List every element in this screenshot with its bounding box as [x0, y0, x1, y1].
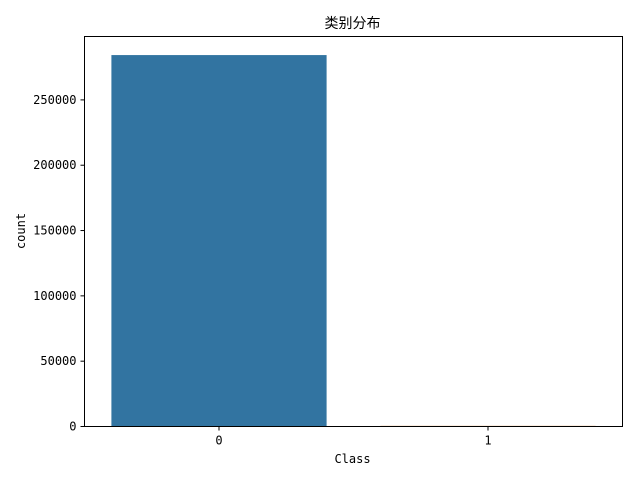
chart-title: 类别分布 — [325, 16, 381, 32]
ticks-layer: 0 1 0 50000 100000 150000 200000 250000 — [33, 93, 491, 448]
x-tick-label: 1 — [484, 434, 491, 448]
y-tick-label: 50000 — [40, 354, 76, 368]
y-tick-label: 250000 — [33, 93, 76, 107]
y-tick-label: 150000 — [33, 224, 76, 238]
x-axis-label: Class — [334, 452, 370, 466]
y-tick-label: 200000 — [33, 158, 76, 172]
y-tick-label: 0 — [69, 420, 76, 434]
bars-layer — [111, 55, 596, 427]
bar-class-0 — [111, 55, 327, 427]
y-tick-label: 100000 — [33, 289, 76, 303]
x-tick-label: 0 — [215, 434, 222, 448]
plot-frame — [84, 36, 623, 427]
y-axis-label: count — [14, 213, 28, 249]
